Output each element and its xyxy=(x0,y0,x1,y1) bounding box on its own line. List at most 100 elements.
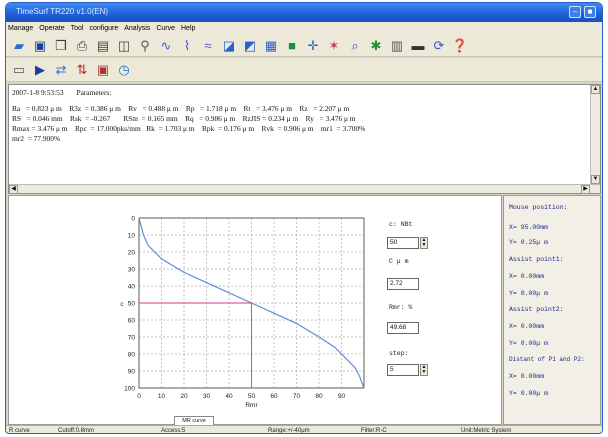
parameters-panel: 2007-1-8 9:53:53 Parameters: Ra = 0.823 μ… xyxy=(8,84,601,194)
x-tick-label: 30 xyxy=(203,393,211,400)
export-icon[interactable]: ■ xyxy=(283,37,301,55)
assist-point1-x: X= 0.00mm xyxy=(509,273,544,280)
play-icon[interactable]: ▶ xyxy=(31,61,49,79)
params-line-4: mr2 = 77.900% xyxy=(12,134,365,144)
monitor-icon[interactable]: ▬ xyxy=(409,37,427,55)
open-icon[interactable]: ▰ xyxy=(10,37,28,55)
assist-point1-title: Assist point1: xyxy=(509,256,564,263)
x-tick-label: 60 xyxy=(270,393,278,400)
rmr-value: 49.68 xyxy=(387,322,419,334)
secondary-toolbar: ▭ ▶ ⇄ ⇅ ▣ ◷ xyxy=(6,58,602,82)
menu-tool[interactable]: Tool xyxy=(71,22,84,35)
y-tick-label: 60 xyxy=(128,318,136,325)
assist-point2-x: X= 0.00mm xyxy=(509,323,544,330)
x-tick-label: 80 xyxy=(315,393,323,400)
assist-point1-y: Y= 0.00μ m xyxy=(509,290,548,297)
window-title: TimeSurf TR220 v1.0(EN) xyxy=(16,7,108,16)
status-cutoff: Cutoff:0.8mm xyxy=(58,426,94,434)
assist-point2-title: Assist point2: xyxy=(509,306,564,313)
status-access: Access:5 xyxy=(161,426,185,434)
x-axis-label: Rmr xyxy=(245,402,258,409)
table-icon[interactable]: ▦ xyxy=(262,37,280,55)
zoom-icon[interactable]: ⚲ xyxy=(136,37,154,55)
scroll-left-icon[interactable]: ◀ xyxy=(9,185,18,194)
distance-title: Distant of P1 and P2: xyxy=(509,356,585,363)
title-bar[interactable]: TimeSurf TR220 v1.0(EN) – ■ xyxy=(6,3,602,22)
gear-icon[interactable]: ✱ xyxy=(367,37,385,55)
menu-help[interactable]: Help xyxy=(181,22,195,35)
cum-label: C μ m xyxy=(389,258,409,265)
histogram-icon[interactable]: ▥ xyxy=(388,37,406,55)
info-panel: Mouse position: X= 95.00mm Y= 0.25μ m As… xyxy=(503,195,601,425)
menu-analysis[interactable]: Analysis xyxy=(124,22,150,35)
status-curve: R curve xyxy=(9,426,30,434)
measure-icon[interactable]: ▣ xyxy=(94,61,112,79)
waviness-icon[interactable]: ≈ xyxy=(199,37,217,55)
y-tick-label: 20 xyxy=(128,250,136,257)
x-tick-label: 0 xyxy=(137,393,141,400)
clock-icon[interactable]: ◷ xyxy=(115,61,133,79)
params-line-2: RS = 0.046 mm Rsk = -0.267 RSm = 0.165 m… xyxy=(12,114,365,124)
scroll-up-icon[interactable]: ▲ xyxy=(591,85,600,94)
parameters-text: 2007-1-8 9:53:53 Parameters: Ra = 0.823 μ… xyxy=(12,88,365,144)
params-vertical-scrollbar[interactable]: ▲ ▼ xyxy=(590,85,600,193)
filter-curve-icon[interactable]: ◪ xyxy=(220,37,238,55)
params-line-3: Rmax = 3.476 μ m Rpc = 17.000pks/mm Rk =… xyxy=(12,124,365,134)
c-input[interactable]: 50 xyxy=(387,237,419,249)
mouse-y: Y= 0.25μ m xyxy=(509,239,548,246)
minimize-button[interactable]: – xyxy=(569,6,581,18)
app-window: TimeSurf TR220 v1.0(EN) – ■ Manage Opera… xyxy=(5,2,603,434)
x-tick-label: 40 xyxy=(225,393,233,400)
cum-value: 2.72 xyxy=(387,278,419,290)
mr-curve-icon[interactable]: ◩ xyxy=(241,37,259,55)
menu-configure[interactable]: configure xyxy=(89,22,118,35)
refresh-icon[interactable]: ⟳ xyxy=(430,37,448,55)
c-spinner[interactable]: ▲ ▼ xyxy=(420,237,428,249)
mr-curve-chart[interactable]: 0 10 20 30 40 50 60 70 80 90 0 10 20 30 40 50 60 70 80 90 10… xyxy=(9,196,384,426)
y-axis-label: c xyxy=(120,301,124,308)
device-icon[interactable]: ▭ xyxy=(10,61,28,79)
copy-icon[interactable]: ❐ xyxy=(52,37,70,55)
c-label: c: NBt xyxy=(389,221,412,228)
menu-operate[interactable]: Operate xyxy=(39,22,64,35)
menu-curve[interactable]: Curve xyxy=(156,22,175,35)
scroll-down-icon[interactable]: ▼ xyxy=(591,175,600,184)
params-header: 2007-1-8 9:53:53 Parameters: xyxy=(12,88,365,98)
status-filter: Filter:R-C xyxy=(361,426,387,434)
transfer-icon[interactable]: ⇄ xyxy=(52,61,70,79)
print-icon[interactable]: ⎙ xyxy=(73,37,91,55)
profile-icon[interactable]: ∿ xyxy=(157,37,175,55)
print-preview-icon[interactable]: ◫ xyxy=(115,37,133,55)
roughness-icon[interactable]: ⌇ xyxy=(178,37,196,55)
chart-area: 0 10 20 30 40 50 60 70 80 90 0 10 20 30 40 50 60 70 80 90 10… xyxy=(8,195,502,425)
y-tick-label: 100 xyxy=(124,386,135,393)
step-spinner[interactable]: ▲ ▼ xyxy=(420,364,428,376)
crosshair-icon[interactable]: ✛ xyxy=(304,37,322,55)
x-tick-label: 50 xyxy=(248,393,256,400)
status-range: Range:+/-40μm xyxy=(268,426,310,434)
step-label: step: xyxy=(389,350,409,357)
mouse-position-title: Mouse position: xyxy=(509,204,568,211)
y-tick-label: 90 xyxy=(128,369,136,376)
print-setup-icon[interactable]: ▤ xyxy=(94,37,112,55)
marker-icon[interactable]: ✶ xyxy=(325,37,343,55)
save-icon[interactable]: ▣ xyxy=(31,37,49,55)
y-tick-label: 70 xyxy=(128,335,136,342)
status-unit: Unit:Metric System xyxy=(461,426,511,434)
menu-manage[interactable]: Manage xyxy=(8,22,33,35)
scroll-right-icon[interactable]: ▶ xyxy=(581,185,590,194)
maximize-button[interactable]: ■ xyxy=(584,6,596,18)
params-horizontal-scrollbar[interactable]: ◀ ▶ xyxy=(9,184,600,193)
x-tick-label: 10 xyxy=(158,393,166,400)
x-tick-label: 90 xyxy=(338,393,346,400)
distance-x: X= 0.00mm xyxy=(509,373,544,380)
x-tick-label: 20 xyxy=(180,393,188,400)
x-tick-label: 70 xyxy=(293,393,301,400)
help-icon[interactable]: ❓ xyxy=(451,37,469,55)
menu-bar: Manage Operate Tool configure Analysis C… xyxy=(6,22,602,35)
search-icon[interactable]: ⌕ xyxy=(346,37,364,55)
sort-icon[interactable]: ⇅ xyxy=(73,61,91,79)
mouse-x: X= 95.00mm xyxy=(509,224,548,231)
status-bar: R curve Cutoff:0.8mm Access:5 Range:+/-4… xyxy=(6,425,602,434)
step-input[interactable]: 5 xyxy=(387,364,419,376)
